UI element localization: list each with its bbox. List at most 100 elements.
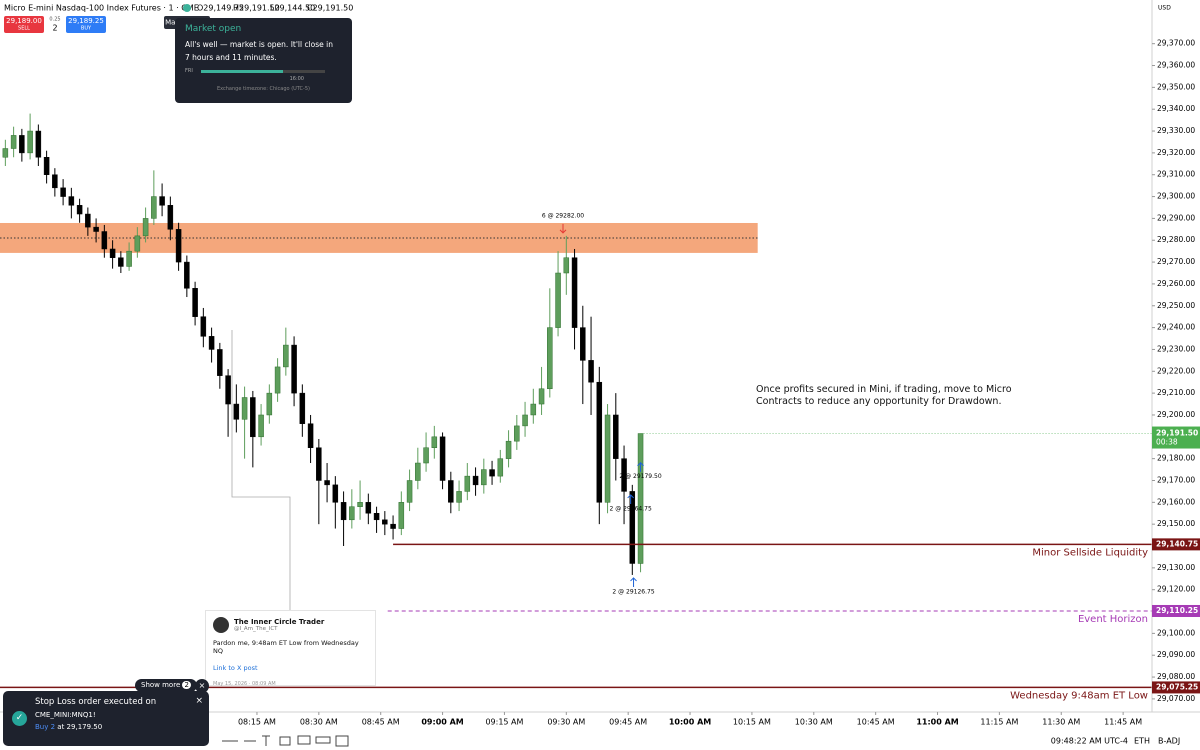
y-tick-label: 29,160.00 [1157,497,1195,506]
y-tick-label: 29,150.00 [1157,519,1195,528]
candle-body [175,229,182,263]
x-tick-label: 09:15 AM [485,718,523,727]
price-label-box [1152,604,1200,617]
sell-price[interactable]: 29,189.00 [6,17,42,25]
sell-label[interactable]: SELL [18,26,30,32]
candle-body [332,484,339,503]
trade-arrow [630,577,637,587]
candle-body [365,502,372,514]
buy-price[interactable]: 29,189.25 [68,17,104,25]
candle-body [505,440,512,459]
trade-arrow [627,494,635,504]
x-tick-label: 11:15 AM [980,718,1018,727]
price-label-box [1152,538,1200,551]
y-tick-label: 29,200.00 [1157,410,1195,419]
tweet-author-row: The Inner Circle Trader @I_Am_The_ICT [213,617,368,633]
candle-body [274,366,281,394]
candle-body [472,475,479,486]
candle-body [580,327,586,361]
candle-body [10,135,17,149]
candle-body [43,157,50,175]
candle-body [373,513,380,521]
candle-body [291,344,297,394]
toast-price: at 29,179.50 [57,723,103,731]
close-time: 16:00 [289,76,304,82]
tweet-link[interactable]: Link to X post [213,664,258,672]
x-tick-label: 09:45 AM [609,718,647,727]
day: FRI [185,68,193,74]
trade-label: 2 @ 29164.75 [610,505,652,512]
candle-body [299,392,306,424]
candle-body [134,235,141,252]
x-tick-label: 11:45 AM [1104,718,1142,727]
tweet-text: Pardon me, 9:48am ET Low from Wednesday … [213,639,359,655]
candle-body [93,226,99,232]
candle-body [406,480,413,503]
y-tick-label: 29,260.00 [1157,279,1195,288]
candle-body [514,425,520,442]
drawing-tools[interactable] [222,735,349,747]
trade-label: 2 @ 29179.50 [619,473,661,480]
candle-body [109,248,116,258]
candle-body [481,469,487,486]
y-tick-label: 29,310.00 [1157,170,1195,179]
buy-label[interactable]: BUY [81,26,92,32]
candle-body [184,261,190,289]
y-tick-label: 29,130.00 [1157,563,1195,572]
candle-body [126,250,132,267]
level-label: Event Horizon [1078,614,1148,625]
tweet-card[interactable]: The Inner Circle Trader @I_Am_The_ICT Pa… [205,610,376,687]
candle-body [456,491,462,503]
timezone: Exchange timezone: Chicago (UTC-5) [216,86,310,92]
candle-body [208,336,215,350]
candle-body [159,196,165,206]
candle-body [316,447,322,481]
y-tick-label: 29,240.00 [1157,323,1195,332]
quantity[interactable]: 2 [52,24,57,33]
candle-body [588,360,594,383]
candle-body [555,272,561,328]
candle-body [283,344,289,368]
candle-body [571,257,578,328]
candle-body [497,458,504,477]
show-more[interactable]: Show more 2 [135,679,197,692]
clock: 09:48:22 AM UTC-4 [1051,737,1128,746]
y-tick-label: 29,180.00 [1157,454,1195,463]
candle-body [613,414,619,459]
candle-body [596,381,603,503]
candle-body [200,316,207,337]
x-tick-label: 08:30 AM [300,718,338,727]
candle-body [192,288,198,317]
y-tick-label: 29,170.00 [1157,475,1195,484]
buy-button[interactable] [66,16,106,33]
toast-close[interactable]: × [195,696,203,706]
candle-body [340,502,347,521]
candle-body [357,502,363,507]
candle-body [76,205,83,215]
x-tick-label: 10:45 AM [857,718,895,727]
price-label-box [1152,681,1200,694]
level-label: Wednesday 9:48am ET Low [1010,690,1148,701]
close-button[interactable]: × [195,679,209,693]
candle-body [382,519,388,525]
candle-body [307,423,314,448]
candle-body [547,327,553,390]
session[interactable]: ETH [1134,737,1150,746]
candle-body [118,257,124,267]
sell-button[interactable] [4,16,44,33]
adjustment[interactable]: B-ADJ [1158,737,1180,746]
level-label: Minor Sellside Liquidity [1032,547,1148,558]
candle-body [448,480,454,503]
candle-body [621,458,627,492]
show-more-text[interactable]: Show more [141,681,181,689]
toast-symbol: CME_MINI:MNQ1! [35,711,96,719]
candle-body [27,130,33,154]
y-tick-label: 29,360.00 [1157,61,1195,70]
status-dot[interactable] [183,4,191,12]
trade-label: 2 @ 29126.75 [612,588,654,595]
candle-body [233,403,240,420]
y-tick-label: 29,370.00 [1157,39,1195,48]
tick-size: 0.25 [49,17,60,23]
